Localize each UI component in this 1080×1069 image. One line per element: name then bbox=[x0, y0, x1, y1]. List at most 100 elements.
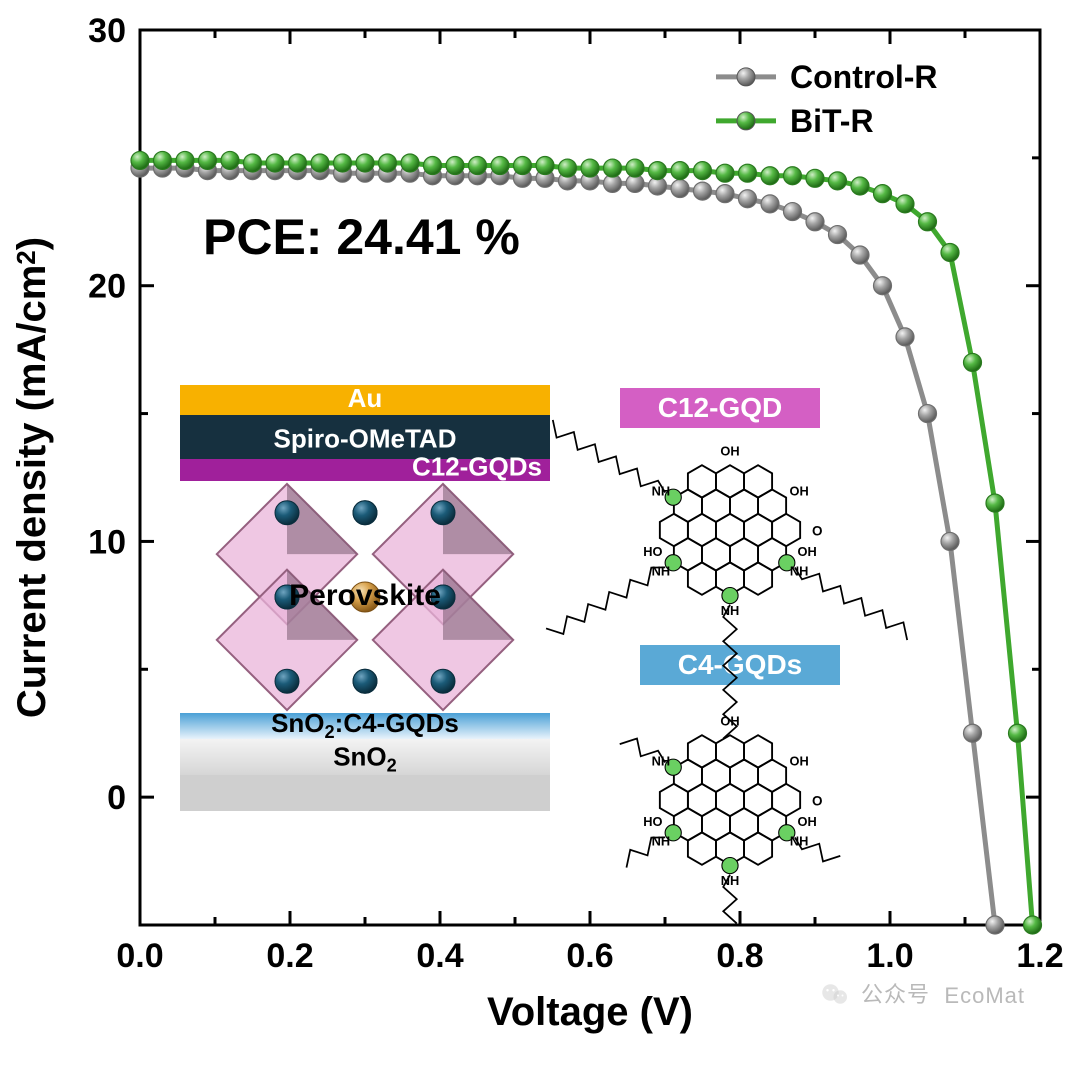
marker bbox=[964, 724, 982, 742]
molecule-c12: NHOHHOOHOHNHNHNHO bbox=[546, 420, 907, 739]
marker bbox=[199, 151, 217, 169]
svg-text:OH: OH bbox=[798, 814, 817, 829]
marker bbox=[761, 167, 779, 185]
marker bbox=[154, 151, 172, 169]
marker bbox=[896, 328, 914, 346]
gqd-badge-label-c12: C12-GQD bbox=[658, 392, 782, 423]
marker bbox=[896, 195, 914, 213]
stack-label: Spiro-OMeTAD bbox=[274, 424, 457, 454]
marker bbox=[694, 182, 712, 200]
marker bbox=[536, 157, 554, 175]
marker bbox=[671, 180, 689, 198]
marker bbox=[446, 157, 464, 175]
svg-text:OH: OH bbox=[790, 753, 809, 768]
svg-text:OH: OH bbox=[720, 714, 739, 729]
legend-label: Control-R bbox=[790, 59, 938, 95]
marker bbox=[356, 154, 374, 172]
molecule-c4: NHOHHOOHOHNHNHNHO bbox=[620, 714, 841, 924]
marker bbox=[851, 246, 869, 264]
watermark-text-2: EcoMat bbox=[944, 983, 1025, 1009]
svg-text:HO: HO bbox=[643, 544, 662, 559]
stack-layer bbox=[180, 775, 550, 811]
x-tick-label: 1.0 bbox=[866, 937, 913, 975]
marker bbox=[716, 164, 734, 182]
stack-label: SnO2:C4-GQDs bbox=[271, 708, 459, 742]
marker bbox=[131, 151, 149, 169]
wechat-icon bbox=[820, 979, 850, 1009]
marker bbox=[379, 154, 397, 172]
marker bbox=[784, 167, 802, 185]
y-tick-label: 20 bbox=[88, 268, 126, 306]
marker bbox=[739, 164, 757, 182]
svg-text:HO: HO bbox=[643, 814, 662, 829]
marker bbox=[716, 185, 734, 203]
marker bbox=[649, 162, 667, 180]
y-tick-label: 10 bbox=[88, 523, 126, 561]
stack-label: C12-GQDs bbox=[412, 451, 542, 481]
pce-annotation: PCE: 24.41 % bbox=[203, 209, 520, 265]
marker bbox=[829, 172, 847, 190]
y-tick-label: 0 bbox=[107, 779, 126, 817]
marker bbox=[1024, 916, 1042, 934]
marker bbox=[986, 916, 1004, 934]
jv-chart: 0.0 0.2 0.4 0.6 0.8 1.0 1.2 0 10 20 30 Voltage (V) C… bbox=[0, 0, 1080, 1069]
y-axis-label: Current density (mA/cm2) bbox=[10, 237, 54, 718]
marker bbox=[334, 154, 352, 172]
svg-text:OH: OH bbox=[720, 444, 739, 459]
x-tick-label: 0.2 bbox=[266, 937, 313, 975]
marker bbox=[671, 162, 689, 180]
svg-text:O: O bbox=[812, 793, 823, 808]
device-stack: Au Spiro-OMeTADC12-GQDs Perovskite SnO2:C4-… bbox=[180, 383, 550, 811]
x-tick-label: 0.8 bbox=[716, 937, 763, 975]
marker bbox=[761, 195, 779, 213]
marker bbox=[469, 157, 487, 175]
marker bbox=[244, 154, 262, 172]
marker bbox=[401, 154, 419, 172]
stack-label: Au bbox=[348, 383, 383, 413]
marker bbox=[919, 405, 937, 423]
marker bbox=[874, 185, 892, 203]
perovskite-crystal: Perovskite bbox=[217, 484, 513, 710]
marker bbox=[829, 226, 847, 244]
x-tick-label: 1.2 bbox=[1016, 937, 1063, 975]
x-axis-label: Voltage (V) bbox=[487, 990, 693, 1034]
marker bbox=[424, 157, 442, 175]
svg-text:OH: OH bbox=[790, 483, 809, 498]
marker bbox=[289, 154, 307, 172]
marker bbox=[919, 213, 937, 231]
marker bbox=[941, 243, 959, 261]
marker bbox=[851, 177, 869, 195]
svg-text:O: O bbox=[812, 523, 823, 538]
marker bbox=[806, 169, 824, 187]
marker bbox=[266, 154, 284, 172]
marker bbox=[941, 532, 959, 550]
y-tick-label: 30 bbox=[88, 12, 126, 50]
marker bbox=[559, 159, 577, 177]
marker bbox=[604, 159, 622, 177]
marker bbox=[739, 190, 757, 208]
marker bbox=[491, 157, 509, 175]
marker bbox=[1009, 724, 1027, 742]
gqd-badge-label-c4: C4-GQDs bbox=[678, 649, 802, 680]
watermark-text-1: 公众号 bbox=[861, 977, 930, 1009]
marker bbox=[176, 151, 194, 169]
marker bbox=[514, 157, 532, 175]
marker bbox=[964, 353, 982, 371]
svg-text:NH: NH bbox=[652, 563, 671, 578]
marker bbox=[784, 203, 802, 221]
marker bbox=[806, 213, 824, 231]
marker bbox=[581, 159, 599, 177]
marker bbox=[221, 151, 239, 169]
marker bbox=[986, 494, 1004, 512]
marker bbox=[311, 154, 329, 172]
marker bbox=[874, 277, 892, 295]
x-tick-label: 0.0 bbox=[116, 937, 163, 975]
marker bbox=[626, 159, 644, 177]
marker bbox=[694, 162, 712, 180]
x-tick-label: 0.6 bbox=[566, 937, 613, 975]
legend-label: BiT-R bbox=[790, 103, 874, 139]
svg-text:NH: NH bbox=[652, 833, 671, 848]
stack-label: Perovskite bbox=[289, 579, 441, 612]
svg-text:OH: OH bbox=[798, 544, 817, 559]
x-tick-label: 0.4 bbox=[416, 937, 463, 975]
